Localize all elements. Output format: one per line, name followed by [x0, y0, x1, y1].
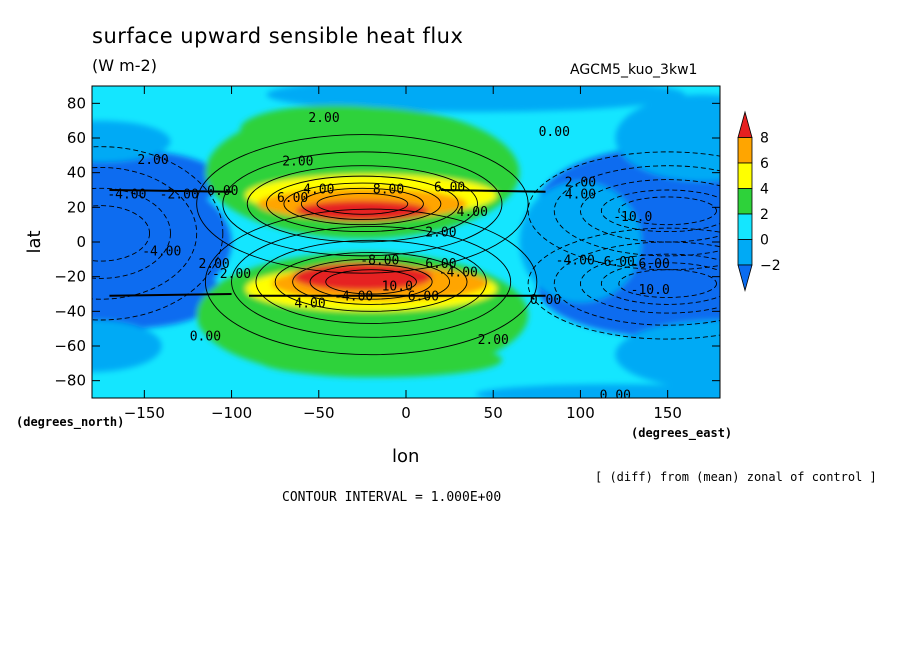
contour-label: -4.00: [334, 290, 373, 305]
contour-label: -4.00: [556, 253, 595, 268]
colorbar-segment: [737, 137, 753, 164]
colorbar-segment: [737, 188, 753, 215]
contour-label: 2.00: [565, 175, 596, 190]
y-tick-label: −80: [54, 372, 86, 390]
colorbar-label: 8: [760, 131, 769, 147]
contour-label: -10.0: [613, 210, 652, 225]
y-tick-label: 40: [67, 164, 86, 182]
y-tick-label: 60: [67, 129, 86, 147]
colorbar-label: 2: [760, 207, 769, 223]
y-axis: −80 −60 −40 −20 0 20 40 60 80: [54, 94, 720, 390]
x-tick-label: −150: [124, 404, 165, 422]
x-axis-label: lon: [392, 446, 420, 467]
y-tick-label: −40: [54, 302, 86, 320]
contour-lines: [92, 134, 720, 356]
colorbar-segment: [737, 213, 753, 240]
contour-label: 4.00: [457, 205, 488, 220]
x-tick-label: 0: [401, 404, 411, 422]
contour-label: 2.00: [425, 226, 456, 241]
colorbar-label: −2: [760, 258, 781, 274]
x-tick-label: 100: [566, 404, 595, 422]
contour-label: 10.0: [382, 279, 413, 294]
contour-label: 2.00: [282, 155, 313, 170]
y-unit-note: (degrees_north): [16, 415, 125, 429]
contour-label: -4.00: [107, 187, 146, 202]
colorbar-segment: [737, 239, 753, 266]
diff-note: [ (diff) from (mean) zonal of control ]: [595, 470, 877, 484]
y-tick-label: 20: [67, 198, 86, 216]
contour-label: 0.00: [530, 293, 561, 308]
contour-label: -6.00: [631, 257, 670, 272]
contour-interval: CONTOUR INTERVAL = 1.000E+00: [282, 490, 502, 505]
y-axis-label: lat: [24, 230, 45, 253]
contour-label: 6.00: [434, 181, 465, 196]
x-axis: −150 −100 −50 0 50 100 150: [124, 86, 682, 422]
run-label: AGCM5_kuo_3kw1: [570, 62, 698, 78]
x-unit-note: (degrees_east): [631, 426, 733, 440]
contour-label: -4.00: [439, 265, 478, 280]
y-tick-label: −20: [54, 268, 86, 286]
colorbar-segment: [737, 162, 753, 189]
colorbar: 8 6 4 2 0 −2: [737, 110, 781, 293]
contour-label: -6.00: [596, 255, 635, 270]
colorbar-label: 0: [760, 233, 769, 249]
x-tick-label: 50: [484, 404, 503, 422]
contour-label: 2.00: [198, 257, 229, 272]
x-tick-label: −100: [211, 404, 252, 422]
x-tick-label: −50: [303, 404, 335, 422]
y-tick-label: 80: [67, 94, 86, 112]
contour-label: 0.00: [600, 389, 631, 404]
contour-label: 2.00: [308, 111, 339, 126]
x-tick-label: 150: [653, 404, 682, 422]
contour-label: -4.00: [142, 245, 181, 260]
contour-label: 2.00: [137, 153, 168, 168]
contour-label: 8.00: [373, 182, 404, 197]
heat-flux-field: [92, 86, 720, 398]
contour-label: 6.00: [408, 290, 439, 305]
colorbar-label: 4: [760, 182, 769, 198]
colorbar-top-arrow: [737, 110, 753, 138]
contour-label: 2.00: [478, 333, 509, 348]
chart-units: (W m-2): [92, 56, 157, 75]
contour-label: 6.00: [277, 191, 308, 206]
y-tick-label: 0: [76, 233, 86, 251]
chart-title: surface upward sensible heat flux: [92, 24, 464, 48]
contour-label: -2.00: [160, 187, 199, 202]
contour-label: 4.00: [565, 187, 596, 202]
contour-label: -8.00: [360, 253, 399, 268]
contour-label: 4.00: [303, 182, 334, 197]
contour-label: 0.00: [207, 184, 238, 199]
contour-label: -10.0: [631, 283, 670, 298]
y-tick-label: −60: [54, 337, 86, 355]
contour-label: -2.00: [212, 267, 251, 282]
colorbar-bottom-arrow: [737, 264, 753, 293]
contour-labels: 2.002.002.000.004.006.006.008.004.002.00…: [107, 111, 670, 404]
contour-label: 0.00: [190, 330, 221, 345]
contour-label: 4.00: [294, 297, 325, 312]
contour-label: 0.00: [539, 125, 570, 140]
colorbar-label: 6: [760, 156, 769, 172]
contour-label: 6.00: [425, 257, 456, 272]
